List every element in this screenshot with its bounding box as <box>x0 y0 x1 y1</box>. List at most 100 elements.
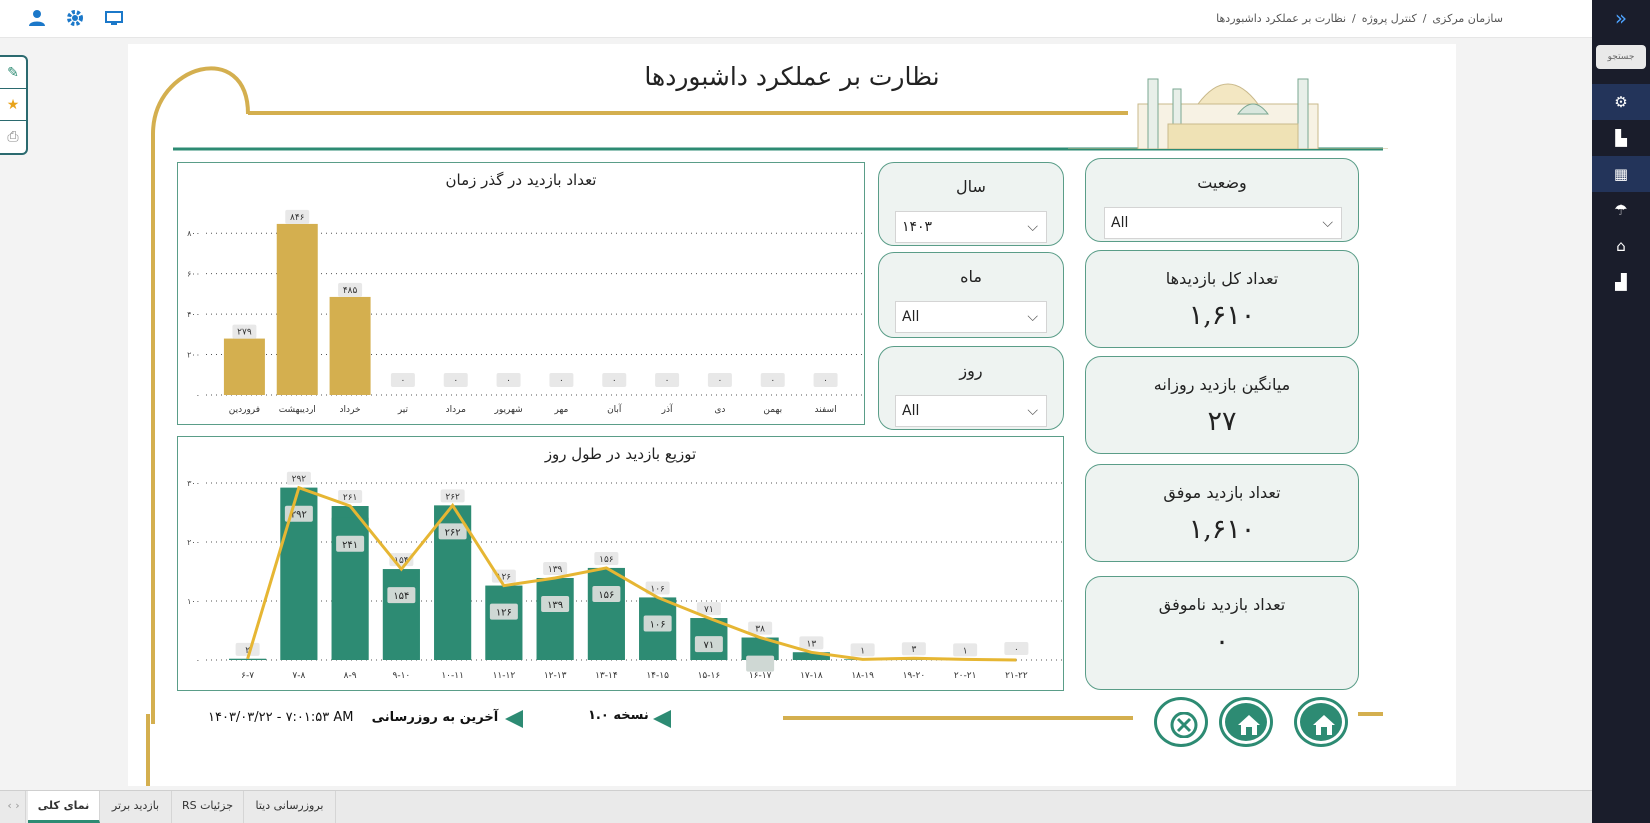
data-label-bg <box>390 373 415 387</box>
month-dropdown[interactable]: All ⌵ <box>895 301 1047 333</box>
data-label-bg <box>549 373 574 387</box>
segment-label-bg <box>643 615 672 632</box>
page-tabs: ‹ › نمای کلی بازدید برتر جزئیات RS بروزر… <box>0 790 1592 823</box>
hourly-visits-chart: توزیع بازدید در طول روز ۰ ۱۰۰ ۲۰۰ ۳۰۰ ۲ ۶-۷ ۲۹… <box>177 436 1064 691</box>
x-tick-label: مهر <box>553 405 568 415</box>
mosque-illustration <box>1068 78 1388 149</box>
data-label-bg <box>799 636 824 650</box>
data-label: ۰ <box>770 376 775 386</box>
chevron-down-icon: ⌵ <box>1322 215 1333 231</box>
day-dropdown[interactable]: All ⌵ <box>895 395 1047 427</box>
y-tick-label: ۲۰۰ <box>187 538 200 547</box>
monthly-visits-chart: تعداد بازدید در گذر زمان ۰ ۲۰۰ ۴۰۰ ۶۰۰ ۸۰۰ ۲۷… <box>177 162 865 425</box>
bar-segment <box>792 652 830 660</box>
kpi-value: ۲۷ <box>1207 406 1237 437</box>
page-title: نظارت بر عملکرد داشبوردها <box>644 62 940 91</box>
data-label: ۱۳ <box>807 639 817 649</box>
x-tick-label: ۱۸-۱۹ <box>851 671 874 681</box>
data-label-bg <box>440 489 465 503</box>
data-label: ۰ <box>506 376 511 386</box>
x-tick-label: اردیبهشت <box>279 405 316 415</box>
user-icon[interactable] <box>27 9 47 29</box>
y-tick-label: ۰ <box>196 391 200 400</box>
arrow-left-icon <box>653 710 671 728</box>
data-label: ۰ <box>823 376 828 386</box>
status-dropdown[interactable]: All ⌵ <box>1104 207 1342 239</box>
segment-label: ۲۹۲ <box>291 510 307 521</box>
chat-icon[interactable]: ✎ <box>0 57 26 89</box>
tab-data-update[interactable]: بروزرسانی دیتا <box>244 791 336 823</box>
x-tick-label: خرداد <box>340 405 361 415</box>
status-slicer-label: وضعیت <box>1197 173 1247 192</box>
month-slicer-label: ماه <box>960 267 982 286</box>
chevron-down-icon: ⌵ <box>1027 309 1038 325</box>
data-label: ۱ <box>963 646 968 656</box>
tab-overview[interactable]: نمای کلی <box>28 791 100 823</box>
bar-segment <box>587 567 625 660</box>
kpi-daily-average: میانگین بازدید روزانه ۲۷ <box>1085 356 1359 454</box>
chevron-down-icon: ⌵ <box>1027 219 1038 235</box>
x-tick-label: ۱۶-۱۷ <box>749 671 772 681</box>
data-label: ۲ <box>245 646 250 656</box>
segment-label-bg <box>694 636 723 653</box>
data-label-bg <box>1004 642 1029 655</box>
sidebar-search[interactable]: جستجو <box>1596 45 1646 69</box>
sidebar-item-umbrella[interactable]: ☂ <box>1592 192 1650 228</box>
data-label-bg <box>850 643 875 657</box>
segment-label: ۱۲۶ <box>496 608 512 619</box>
data-label-bg <box>953 643 978 657</box>
kpi-total-visits: تعداد کل بازدیدها ۱,۶۱۰ <box>1085 250 1359 348</box>
bar <box>223 338 265 395</box>
breadcrumb-item[interactable]: سازمان مرکزی <box>1432 12 1503 25</box>
segment-label: ۱۵۶ <box>598 590 614 601</box>
close-button[interactable] <box>1157 700 1205 744</box>
x-tick-label: آذر <box>661 403 673 415</box>
breadcrumb-item[interactable]: نظارت بر عملکرد داشبوردها <box>1216 12 1347 25</box>
data-label-bg <box>602 373 627 387</box>
segment-label: ۱۵۴ <box>393 591 409 602</box>
tab-top-visits[interactable]: بازدید برتر <box>100 791 172 823</box>
tab-scroll-arrows[interactable]: ‹ › <box>2 791 26 823</box>
sidebar-item-building[interactable]: ▙ <box>1592 120 1650 156</box>
star-icon[interactable]: ★ <box>0 89 26 121</box>
last-update-info: آخرین به روزرسانی ۱۴۰۳/۰۳/۲۲ - ۷:۰۱:۵۳ A… <box>208 710 498 725</box>
home-button-secondary[interactable] <box>1297 700 1345 744</box>
x-tick-label: ۱۳-۱۴ <box>595 671 618 681</box>
data-label-bg <box>707 373 732 387</box>
monitor-icon[interactable] <box>104 9 124 29</box>
data-label: ۲۶۲ <box>445 492 460 502</box>
x-tick-label: فروردین <box>229 405 260 415</box>
expand-sidebar-icon[interactable]: » <box>1614 6 1628 30</box>
data-label: ۱۵۴ <box>394 556 409 566</box>
day-slicer: روز All ⌵ <box>878 346 1064 430</box>
data-label: ۱۵۶ <box>599 555 614 565</box>
year-dropdown[interactable]: ۱۴۰۳ ⌵ <box>895 211 1047 243</box>
sidebar-item-factory[interactable]: ▟ <box>1592 264 1650 300</box>
data-label-bg <box>491 569 516 583</box>
data-label-bg <box>235 642 260 656</box>
building-icon: ▙ <box>1615 129 1627 147</box>
print-icon[interactable]: ⎙ <box>7 129 19 145</box>
tab-rs-details[interactable]: جزئیات RS <box>172 791 244 823</box>
data-label-bg <box>901 642 926 656</box>
data-label: ۱۲۶ <box>497 573 512 583</box>
x-tick-label: ۸-۹ <box>344 671 357 681</box>
data-label: ۰ <box>665 376 670 386</box>
x-tick-label: ۲۱-۲۲ <box>1005 671 1028 681</box>
x-tick-label: شهریور <box>494 405 523 415</box>
decorative-frame <box>146 66 1383 786</box>
status-dropdown-value: All <box>1111 215 1129 231</box>
bar-segment <box>536 577 574 660</box>
data-label: ۰ <box>1014 645 1019 655</box>
breadcrumb-item[interactable]: کنترل پروژه <box>1361 12 1417 25</box>
factory-icon: ▟ <box>1615 273 1627 291</box>
sidebar-item-bank[interactable]: ⌂ <box>1592 228 1650 264</box>
gear-icon[interactable] <box>65 9 85 29</box>
city-icon: ▦ <box>1613 165 1629 183</box>
home-button[interactable] <box>1222 700 1270 744</box>
data-label: ۱ <box>860 646 865 656</box>
sidebar-item-settings[interactable]: ⚙ <box>1592 84 1650 120</box>
last-update-value: ۱۴۰۳/۰۳/۲۲ - ۷:۰۱:۵۳ AM <box>208 710 354 725</box>
data-label-bg <box>813 373 838 387</box>
sidebar-item-city[interactable]: ▦ <box>1592 156 1650 192</box>
